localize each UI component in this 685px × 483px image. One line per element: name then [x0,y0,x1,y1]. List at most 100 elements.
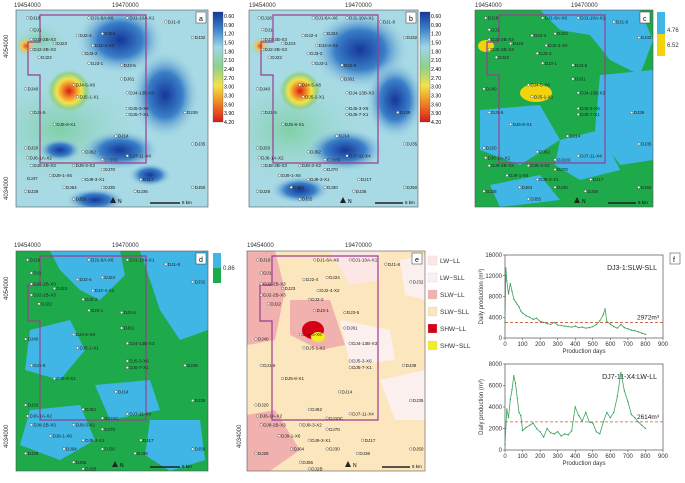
data-point [571,429,573,432]
well-label: DJ17 [361,177,372,182]
well-marker [355,451,359,455]
well-label: DJ28 [258,451,269,456]
well-marker [630,110,634,114]
well-label: DJ9-3-X1 [311,438,331,443]
well-label: DJ9-1-X6 [53,433,73,438]
data-point [516,397,518,400]
contour-map-a [16,10,208,207]
well-marker [325,416,329,420]
y-coord-bottom: 4034000 [4,424,10,448]
well-label: DJ40 [28,86,39,91]
data-point [511,290,513,293]
well-marker [298,164,302,168]
legend-label: SHW−LL [440,326,467,333]
class-map-d [16,251,208,471]
well-label: DJ8-3-X2 [76,422,96,427]
well-marker [482,87,486,91]
well-label: DJ30 [327,185,338,190]
well-marker [29,282,33,286]
well-label: DJ5-1-X1 [306,345,326,350]
well-marker [125,412,129,416]
well-label: DJ64 [294,447,305,452]
x-coord-right: 19470000 [345,243,372,249]
colorbar-tick: 0.90 [224,23,234,29]
well-marker [345,112,349,116]
data-point [620,371,622,374]
well-marker [553,168,557,172]
well-marker [526,83,530,87]
well-marker [29,38,33,42]
data-point [506,280,508,282]
data-point [535,427,538,430]
well-marker [37,302,41,306]
data-point [613,325,615,328]
well-marker [313,258,317,262]
well-marker [298,333,302,337]
well-marker [301,34,305,38]
well-marker [313,308,317,312]
well-label: DJ1 [263,271,272,276]
colorbar-tick: 3.60 [224,102,234,108]
well-marker [24,451,28,455]
well-marker [323,185,327,189]
data-point [513,298,515,300]
well-marker [81,407,85,411]
well-marker [311,61,315,65]
well-label: DJ1-10A-X1 [580,15,605,20]
data-point [539,320,541,323]
y-axis-label: Daily production (m³) [479,379,485,435]
x-tick-label: 200 [535,454,546,460]
well-marker [306,51,310,55]
well-label: DJ20 [259,146,270,151]
well-label: DJ2B [85,466,96,471]
data-point [581,326,583,328]
well-marker [100,158,104,162]
legend-label: SLW−LL [440,292,465,299]
well-marker [301,95,305,99]
well-marker [396,110,400,114]
well-marker [484,16,488,20]
well-marker [114,390,118,394]
y-coord-bottom: 4034000 [237,424,243,448]
well-marker [566,134,570,138]
well-label: DJ3-2 [539,51,552,56]
well-marker [29,293,33,297]
well-label: DJ3-2 [85,297,98,302]
legend-swatch [427,323,438,334]
well-label: DJ24 [329,275,340,280]
data-point [525,426,527,429]
well-label: DJ4-13B-X3 [349,90,374,95]
legend-swatch [427,255,438,266]
data-point [604,308,606,310]
well-label: DJ39 [406,363,417,368]
x-coord-right: 19470000 [112,243,139,249]
well-marker [307,438,311,442]
well-marker [75,346,79,350]
well-label: DJ6-1A-X2 [30,155,53,160]
data-point [506,408,508,410]
well-label: DJ62 [85,407,96,412]
well-label: DJ61 [575,77,586,82]
scale-bar: 5 km [608,200,648,205]
well-label: DJ22 [498,55,509,60]
well-marker [335,134,339,138]
data-point [616,395,619,397]
well-marker [191,142,195,146]
well-marker [125,106,129,110]
data-point [578,414,580,417]
well-marker [298,83,302,87]
well-label: DJ9-3-X1 [85,177,105,182]
well-label: DJ61 [347,326,358,331]
well-label: DJ2-2B-X3 [33,293,56,298]
well-marker [259,423,263,427]
well-label: DJ32 [195,35,206,40]
well-marker [637,142,641,146]
well-label: DJ3-2 [311,297,324,302]
well-marker [133,451,137,455]
well-label: DJ8-2B-X3 [33,163,56,168]
well-marker [100,168,104,172]
well-marker [343,311,347,315]
well-label: DJ55 [76,197,87,202]
well-label: DJ3-1 [91,61,104,66]
well-marker [261,164,265,168]
